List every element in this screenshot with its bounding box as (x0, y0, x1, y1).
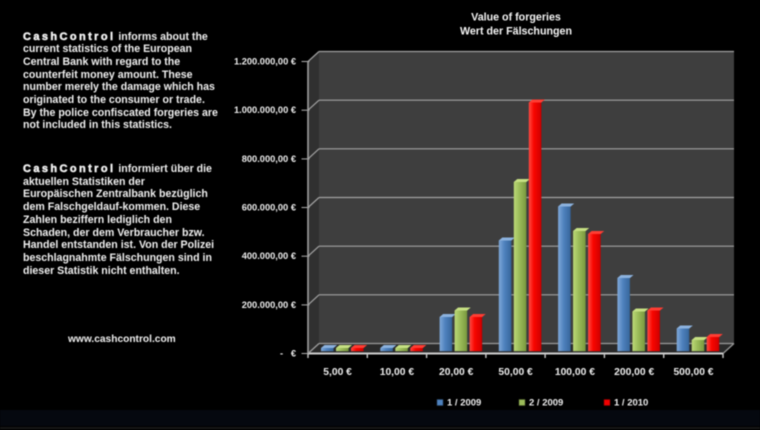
svg-text:400.000,00 €: 400.000,00 € (242, 251, 296, 261)
svg-text:1.200.000,00 €: 1.200.000,00 € (234, 57, 296, 67)
svg-text:5,00 €: 5,00 € (323, 367, 352, 378)
svg-text:1 / 2009: 1 / 2009 (447, 398, 481, 409)
svg-text:50,00 €: 50,00 € (498, 367, 533, 378)
svg-text:1 / 2010: 1 / 2010 (614, 398, 648, 409)
svg-text:100,00 €: 100,00 € (555, 367, 595, 378)
svg-text:500,00 €: 500,00 € (673, 367, 713, 378)
svg-text:600.000,00 €: 600.000,00 € (242, 203, 296, 213)
svg-text:2 / 2009: 2 / 2009 (529, 398, 563, 409)
svg-text:1.000.000,00 €: 1.000.000,00 € (234, 105, 296, 115)
svg-text:Wert der Fälschungen: Wert der Fälschungen (460, 26, 572, 38)
svg-text:Value of forgeries: Value of forgeries (471, 12, 561, 24)
svg-text:20,00 €: 20,00 € (439, 367, 474, 378)
svg-text:800.000,00 €: 800.000,00 € (242, 154, 296, 164)
svg-text:- €: - € (280, 349, 296, 359)
svg-text:200,00 €: 200,00 € (614, 367, 654, 378)
svg-text:200.000,00 €: 200.000,00 € (242, 300, 296, 310)
svg-text:10,00 €: 10,00 € (380, 367, 415, 378)
